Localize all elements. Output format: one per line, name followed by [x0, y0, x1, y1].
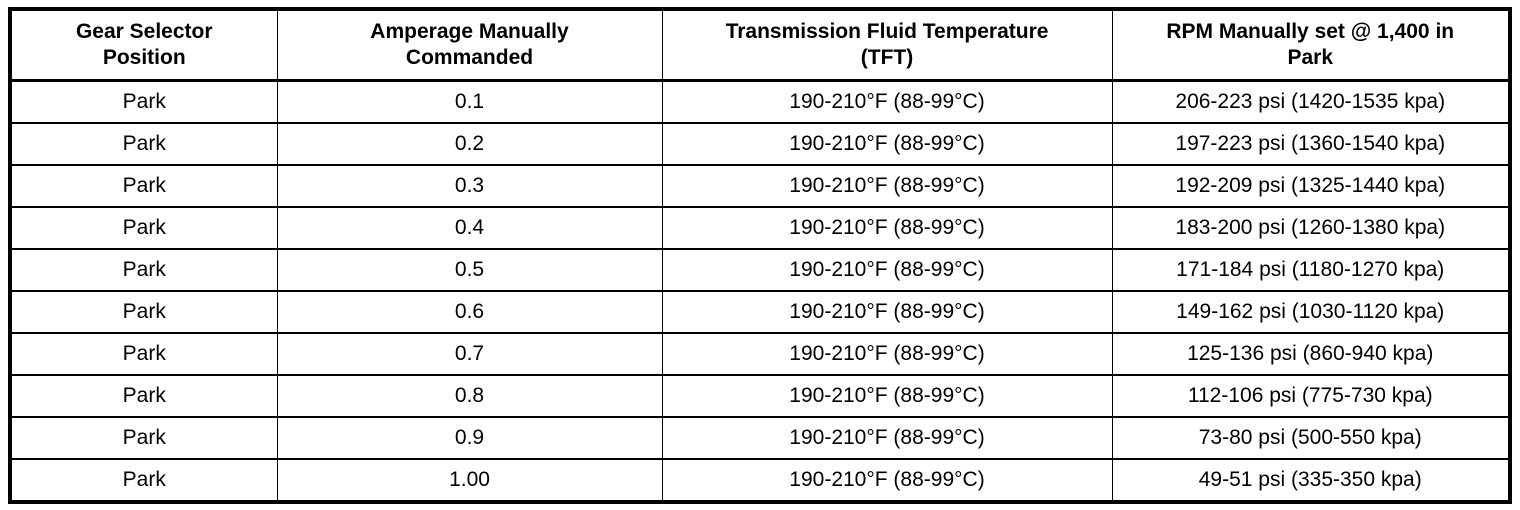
cell-gear-position: Park: [9, 79, 278, 124]
header-line: Amperage Manually: [370, 20, 569, 43]
cell-amperage: 0.3: [276, 164, 663, 208]
cell-amperage: 0.6: [276, 290, 663, 334]
cell-gear-position: Park: [9, 164, 278, 208]
cell-tft: 190-210°F (88-99°C): [661, 122, 1113, 166]
cell-pressure: 197-223 psi (1360-1540 kpa): [1111, 122, 1511, 166]
cell-gear-position: Park: [9, 206, 278, 250]
table-row: Park 0.7 190-210°F (88-99°C) 125-136 psi…: [9, 332, 1511, 376]
cell-pressure: 171-184 psi (1180-1270 kpa): [1111, 248, 1511, 292]
cell-pressure: 183-200 psi (1260-1380 kpa): [1111, 206, 1511, 250]
cell-tft: 190-210°F (88-99°C): [661, 79, 1113, 124]
cell-pressure: 125-136 psi (860-940 kpa): [1111, 332, 1511, 376]
cell-tft: 190-210°F (88-99°C): [661, 164, 1113, 208]
cell-tft: 190-210°F (88-99°C): [661, 206, 1113, 250]
table-row: Park 0.2 190-210°F (88-99°C) 197-223 psi…: [9, 122, 1511, 166]
table-row: Park 0.9 190-210°F (88-99°C) 73-80 psi (…: [9, 416, 1511, 460]
cell-tft: 190-210°F (88-99°C): [661, 332, 1113, 376]
cell-amperage: 0.1: [276, 79, 663, 124]
table-row: Park 0.3 190-210°F (88-99°C) 192-209 psi…: [9, 164, 1511, 208]
cell-gear-position: Park: [9, 122, 278, 166]
cell-amperage: 0.9: [276, 416, 663, 460]
cell-amperage: 0.8: [276, 374, 663, 418]
header-line: Park: [1287, 46, 1334, 69]
header-line: Commanded: [405, 46, 534, 69]
table-row: Park 0.8 190-210°F (88-99°C) 112-106 psi…: [9, 374, 1511, 418]
cell-gear-position: Park: [9, 416, 278, 460]
column-header-amperage-commanded: Amperage Manually Commanded: [276, 8, 663, 82]
cell-pressure: 192-209 psi (1325-1440 kpa): [1111, 164, 1511, 208]
cell-tft: 190-210°F (88-99°C): [661, 458, 1113, 503]
cell-gear-position: Park: [9, 332, 278, 376]
header-line: (TFT): [860, 46, 914, 69]
cell-gear-position: Park: [9, 290, 278, 334]
table-row: Park 0.4 190-210°F (88-99°C) 183-200 psi…: [9, 206, 1511, 250]
header-line: RPM Manually set @ 1,400 in: [1166, 20, 1455, 43]
cell-tft: 190-210°F (88-99°C): [661, 290, 1113, 334]
table-row: Park 0.6 190-210°F (88-99°C) 149-162 psi…: [9, 290, 1511, 334]
header-line: Gear Selector: [75, 20, 213, 43]
cell-tft: 190-210°F (88-99°C): [661, 248, 1113, 292]
cell-amperage: 1.00: [276, 458, 663, 503]
cell-pressure: 73-80 psi (500-550 kpa): [1111, 416, 1511, 460]
cell-tft: 190-210°F (88-99°C): [661, 374, 1113, 418]
table-row: Park 1.00 190-210°F (88-99°C) 49-51 psi …: [9, 458, 1511, 503]
column-header-transmission-fluid-temperature: Transmission Fluid Temperature (TFT): [661, 8, 1113, 82]
cell-tft: 190-210°F (88-99°C): [661, 416, 1113, 460]
table-row: Park 0.5 190-210°F (88-99°C) 171-184 psi…: [9, 248, 1511, 292]
header-line: Position: [102, 46, 186, 69]
cell-gear-position: Park: [9, 374, 278, 418]
transmission-line-pressure-table: Gear Selector Position Amperage Manually…: [8, 7, 1512, 504]
cell-amperage: 0.4: [276, 206, 663, 250]
table-row: Park 0.1 190-210°F (88-99°C) 206-223 psi…: [9, 79, 1511, 124]
cell-pressure: 206-223 psi (1420-1535 kpa): [1111, 79, 1511, 124]
cell-amperage: 0.2: [276, 122, 663, 166]
cell-pressure: 112-106 psi (775-730 kpa): [1111, 374, 1511, 418]
cell-amperage: 0.7: [276, 332, 663, 376]
cell-gear-position: Park: [9, 248, 278, 292]
header-row: Gear Selector Position Amperage Manually…: [9, 8, 1511, 82]
header-line: Transmission Fluid Temperature: [725, 20, 1049, 43]
cell-gear-position: Park: [9, 458, 278, 503]
column-header-gear-selector-position: Gear Selector Position: [9, 8, 278, 82]
cell-amperage: 0.5: [276, 248, 663, 292]
column-header-rpm-manually-set: RPM Manually set @ 1,400 in Park: [1111, 8, 1511, 82]
cell-pressure: 49-51 psi (335-350 kpa): [1111, 458, 1511, 503]
cell-pressure: 149-162 psi (1030-1120 kpa): [1111, 290, 1511, 334]
